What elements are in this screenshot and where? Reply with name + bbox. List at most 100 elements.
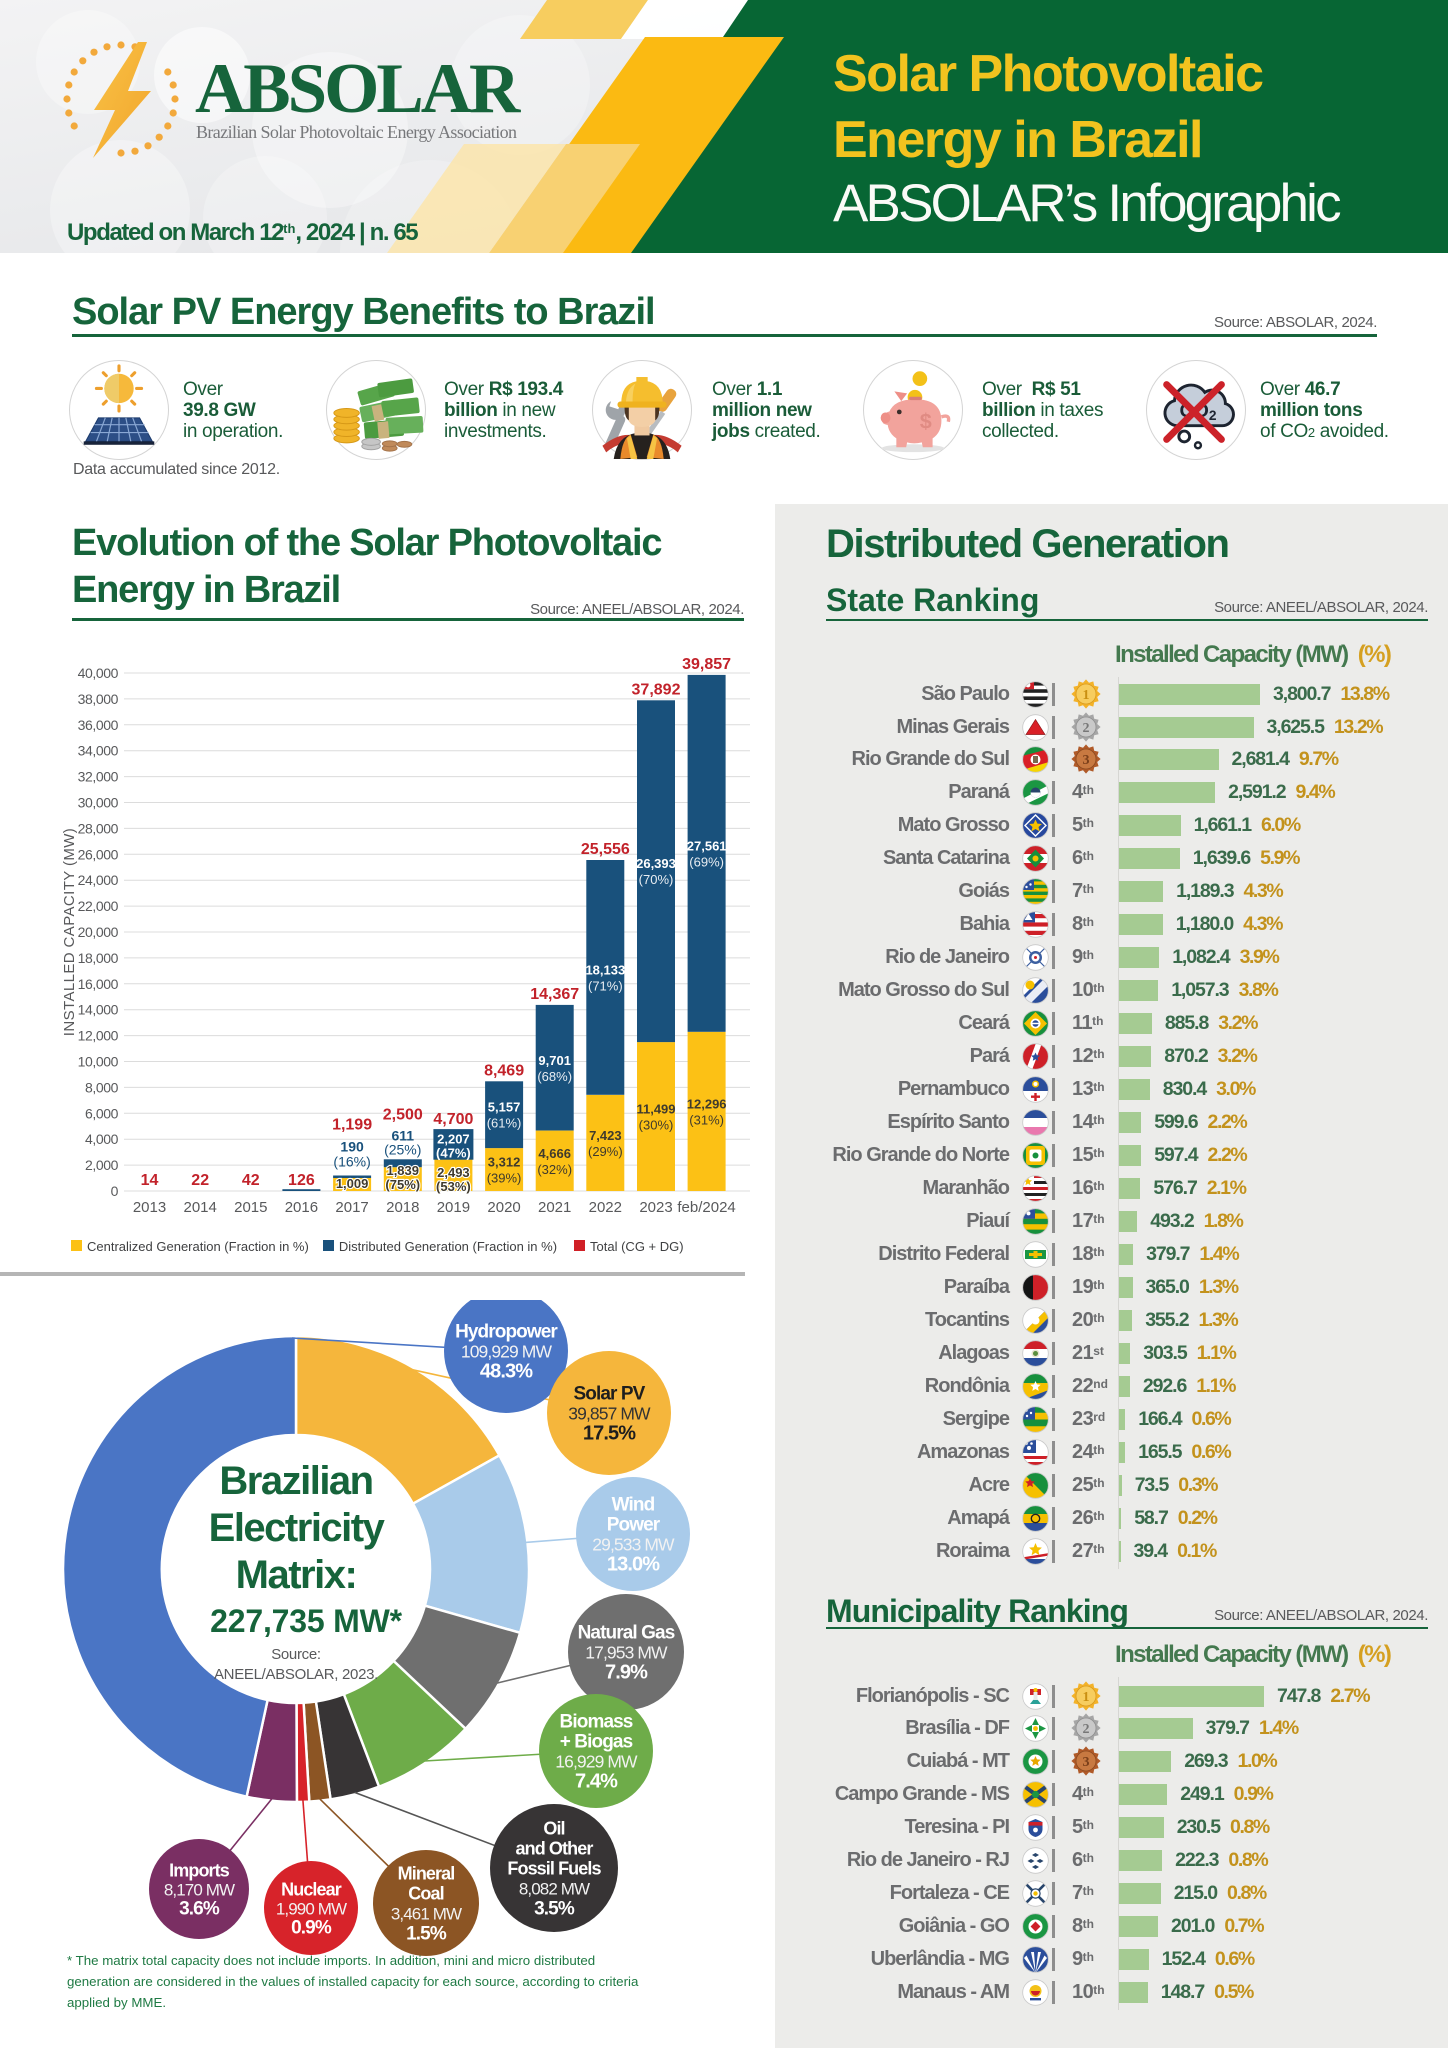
svg-text:2019: 2019 <box>437 1199 470 1216</box>
svg-text:(47%): (47%) <box>436 1145 471 1160</box>
svg-text:(70%): (70%) <box>639 872 674 887</box>
svg-text:3,461 MW: 3,461 MW <box>391 1905 462 1924</box>
svg-text:(69%): (69%) <box>689 854 724 869</box>
svg-text:14: 14 <box>141 1172 159 1189</box>
svg-text:(75%): (75%) <box>385 1177 420 1192</box>
svg-text:17,953 MW: 17,953 MW <box>585 1643 668 1663</box>
svg-text:13.0%: 13.0% <box>607 1554 660 1576</box>
svg-text:8,170 MW: 8,170 MW <box>164 1881 235 1900</box>
svg-text:37,892: 37,892 <box>632 681 681 698</box>
svg-text:Coal: Coal <box>408 1884 443 1904</box>
svg-text:1,009: 1,009 <box>336 1176 369 1191</box>
svg-text:39,857: 39,857 <box>682 656 731 673</box>
svg-text:feb/2024: feb/2024 <box>677 1199 735 1216</box>
svg-text:3.6%: 3.6% <box>179 1899 220 1920</box>
svg-text:227,735 MW*: 227,735 MW* <box>210 1603 402 1639</box>
svg-text:(61%): (61%) <box>487 1116 522 1131</box>
svg-text:Biomass: Biomass <box>560 1712 633 1733</box>
svg-text:(71%): (71%) <box>588 979 623 994</box>
svg-text:11,499: 11,499 <box>636 1102 675 1117</box>
svg-text:2: 2 <box>1083 1722 1090 1737</box>
svg-text:34,000: 34,000 <box>78 743 119 759</box>
svg-text:6,000: 6,000 <box>85 1105 119 1121</box>
svg-text:12,296: 12,296 <box>687 1096 727 1111</box>
svg-text:9,701: 9,701 <box>538 1053 571 1068</box>
svg-text:1,990 MW: 1,990 MW <box>276 1900 347 1919</box>
svg-text:5,157: 5,157 <box>488 1100 521 1115</box>
svg-text:16,000: 16,000 <box>78 976 119 992</box>
svg-text:and Other: and Other <box>516 1839 594 1859</box>
svg-text:7,423: 7,423 <box>589 1128 622 1143</box>
svg-text:3: 3 <box>1083 1755 1090 1770</box>
svg-text:Source:: Source: <box>271 1646 321 1663</box>
svg-text:(30%): (30%) <box>639 1118 674 1133</box>
svg-text:25,556: 25,556 <box>581 841 630 858</box>
svg-text:1: 1 <box>1083 1690 1090 1705</box>
svg-text:Brazilian: Brazilian <box>219 1459 372 1503</box>
svg-text:0: 0 <box>111 1183 119 1199</box>
svg-text:2,500: 2,500 <box>383 1106 423 1123</box>
svg-text:2014: 2014 <box>184 1199 217 1216</box>
svg-text:18,000: 18,000 <box>78 950 119 966</box>
svg-text:4,000: 4,000 <box>85 1131 119 1147</box>
svg-text:29,533 MW: 29,533 MW <box>592 1535 675 1555</box>
svg-text:2018: 2018 <box>386 1199 419 1216</box>
svg-text:Nuclear: Nuclear <box>281 1880 342 1900</box>
svg-text:2: 2 <box>1083 721 1090 736</box>
svg-text:1,199: 1,199 <box>332 1117 372 1134</box>
svg-text:1.5%: 1.5% <box>406 1924 447 1945</box>
svg-text:Solar PV: Solar PV <box>574 1384 646 1405</box>
svg-text:(31%): (31%) <box>689 1112 724 1127</box>
svg-text:12,000: 12,000 <box>78 1028 119 1044</box>
svg-text:16,929 MW: 16,929 MW <box>555 1752 638 1772</box>
svg-text:4,666: 4,666 <box>538 1146 571 1161</box>
svg-text:(32%): (32%) <box>537 1162 572 1177</box>
svg-text:2013: 2013 <box>133 1199 166 1216</box>
svg-text:2021: 2021 <box>538 1199 571 1216</box>
svg-text:Mineral: Mineral <box>398 1864 455 1884</box>
svg-text:39,857 MW: 39,857 MW <box>568 1404 651 1424</box>
svg-text:(68%): (68%) <box>537 1069 572 1084</box>
svg-text:126: 126 <box>288 1172 315 1189</box>
svg-text:Oil: Oil <box>543 1819 564 1839</box>
svg-text:1: 1 <box>1083 688 1090 703</box>
svg-text:Electricity: Electricity <box>209 1506 386 1550</box>
svg-text:3: 3 <box>1083 753 1090 768</box>
svg-text:2015: 2015 <box>234 1199 267 1216</box>
svg-text:2023: 2023 <box>639 1199 672 1216</box>
svg-text:10,000: 10,000 <box>78 1054 119 1070</box>
svg-text:3.5%: 3.5% <box>534 1899 575 1920</box>
svg-text:0.9%: 0.9% <box>291 1918 332 1939</box>
svg-text:Power: Power <box>607 1515 661 1536</box>
svg-text:36,000: 36,000 <box>78 717 119 733</box>
svg-text:Hydropower: Hydropower <box>455 1322 558 1343</box>
svg-text:(39%): (39%) <box>487 1171 522 1186</box>
svg-text:2020: 2020 <box>487 1199 520 1216</box>
svg-text:48.3%: 48.3% <box>480 1361 533 1383</box>
svg-text:18,133: 18,133 <box>585 963 625 978</box>
svg-text:ANEEL/ABSOLAR, 2023.: ANEEL/ABSOLAR, 2023. <box>214 1666 378 1683</box>
svg-text:611: 611 <box>391 1127 414 1143</box>
svg-text:26,393: 26,393 <box>636 856 676 871</box>
svg-text:26,000: 26,000 <box>78 846 119 862</box>
svg-text:40,000: 40,000 <box>78 665 119 681</box>
svg-text:Wind: Wind <box>612 1495 655 1516</box>
svg-text:38,000: 38,000 <box>78 691 119 707</box>
svg-text:32,000: 32,000 <box>78 769 119 785</box>
svg-text:28,000: 28,000 <box>78 820 119 836</box>
svg-text:27,561: 27,561 <box>687 838 727 853</box>
svg-text:8,000: 8,000 <box>85 1079 119 1095</box>
svg-text:Matrix:: Matrix: <box>236 1553 357 1597</box>
svg-text:(25%): (25%) <box>384 1141 421 1157</box>
svg-text:17.5%: 17.5% <box>583 1423 636 1445</box>
svg-text:2,493: 2,493 <box>437 1165 470 1180</box>
svg-text:+ Biogas: + Biogas <box>560 1732 633 1753</box>
svg-text:24,000: 24,000 <box>78 872 119 888</box>
svg-text:4,700: 4,700 <box>433 1111 473 1128</box>
svg-text:2016: 2016 <box>285 1199 318 1216</box>
svg-text:109,929 MW: 109,929 MW <box>461 1342 553 1362</box>
svg-text:8,469: 8,469 <box>484 1062 524 1079</box>
svg-text:2,207: 2,207 <box>437 1131 470 1146</box>
svg-text:INSTALLED CAPACITY (MW): INSTALLED CAPACITY (MW) <box>61 828 78 1036</box>
svg-text:190: 190 <box>340 1139 364 1155</box>
